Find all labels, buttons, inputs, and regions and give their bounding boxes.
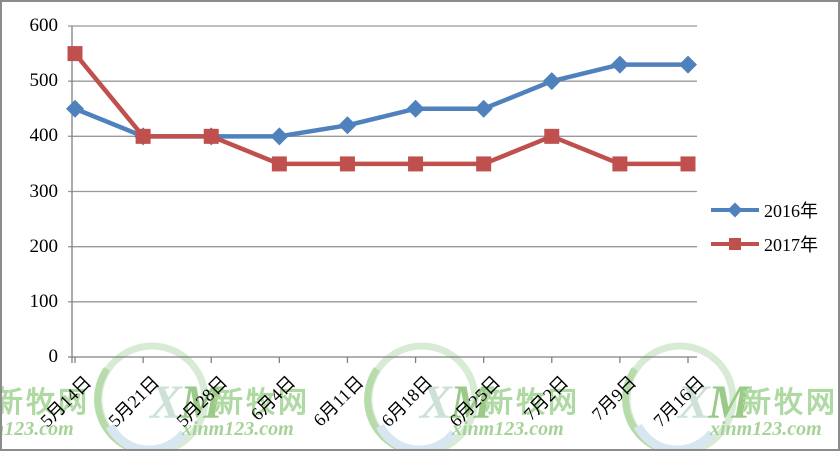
legend-item-2017: 2017年 (709, 231, 818, 256)
legend-label-2016: 2016年 (764, 200, 818, 221)
series-2016年 (66, 55, 697, 146)
watermark-xm-logo-text: XM (2, 378, 3, 428)
series-2017年 (67, 46, 696, 172)
chart-legend: 2016年 2017年 (709, 197, 818, 256)
legend-marker-2016-diamond-icon (711, 202, 759, 217)
legend-label-2017: 2017年 (764, 234, 818, 255)
legend-marker-2017-square-icon (711, 237, 759, 250)
legend-item-2016: 2016年 (709, 197, 818, 222)
